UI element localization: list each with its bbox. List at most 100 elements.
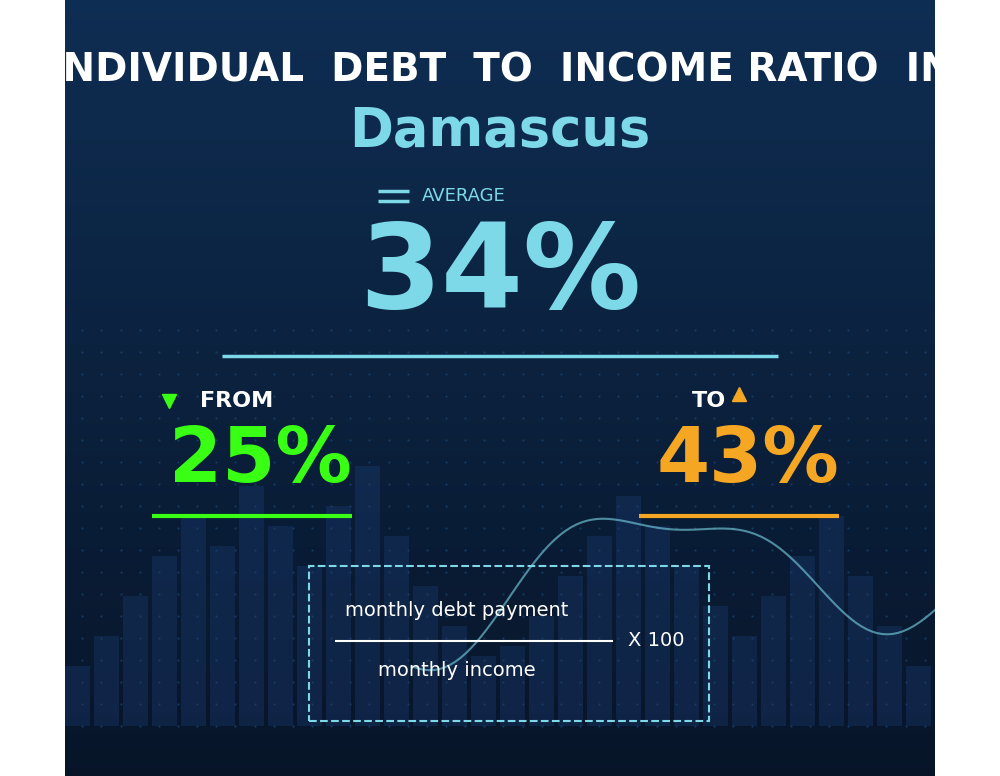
Bar: [65, 19, 935, 23]
Bar: [413, 586, 438, 726]
Bar: [65, 570, 935, 574]
Bar: [65, 648, 935, 652]
Bar: [877, 626, 902, 726]
Bar: [65, 43, 935, 47]
Bar: [587, 536, 612, 726]
Bar: [65, 85, 935, 89]
Bar: [65, 745, 935, 749]
Bar: [65, 512, 935, 516]
Bar: [65, 307, 935, 310]
Bar: [65, 299, 935, 303]
Bar: [297, 566, 322, 726]
Bar: [65, 93, 935, 97]
Bar: [65, 640, 935, 644]
Bar: [65, 345, 935, 349]
Bar: [65, 144, 935, 147]
Bar: [65, 733, 935, 737]
Bar: [65, 442, 935, 446]
Bar: [65, 667, 935, 671]
Bar: [65, 8, 935, 12]
Bar: [65, 217, 935, 221]
Bar: [65, 198, 935, 202]
Text: TO: TO: [691, 391, 726, 411]
Bar: [848, 576, 873, 726]
Bar: [65, 652, 935, 656]
Bar: [65, 163, 935, 167]
Bar: [65, 462, 935, 466]
Bar: [558, 576, 583, 726]
Bar: [65, 687, 935, 691]
Bar: [65, 159, 935, 163]
Bar: [65, 683, 935, 687]
Bar: [65, 182, 935, 186]
Bar: [65, 279, 935, 283]
Bar: [65, 113, 935, 116]
Bar: [529, 616, 554, 726]
Bar: [65, 349, 935, 353]
Bar: [65, 555, 935, 559]
Bar: [65, 660, 935, 663]
Bar: [65, 252, 935, 256]
Bar: [65, 353, 935, 357]
Bar: [65, 66, 935, 70]
Bar: [65, 706, 935, 710]
Bar: [819, 516, 844, 726]
Bar: [65, 629, 935, 632]
Bar: [65, 27, 935, 31]
Bar: [761, 596, 786, 726]
Bar: [65, 221, 935, 225]
Text: monthly income: monthly income: [378, 661, 535, 681]
Bar: [65, 275, 935, 279]
Bar: [65, 450, 935, 454]
Bar: [65, 508, 935, 512]
Bar: [65, 427, 935, 431]
Bar: [65, 737, 935, 741]
Bar: [65, 574, 935, 578]
Bar: [65, 132, 935, 136]
Text: AVERAGE: AVERAGE: [422, 187, 505, 205]
Bar: [65, 695, 935, 698]
Bar: [65, 729, 935, 733]
Bar: [442, 626, 467, 726]
Bar: [65, 260, 935, 264]
Bar: [152, 556, 177, 726]
Bar: [65, 101, 935, 105]
Bar: [65, 473, 935, 477]
Bar: [65, 384, 935, 388]
Bar: [65, 714, 935, 718]
Bar: [65, 264, 935, 268]
Bar: [65, 722, 935, 726]
Bar: [65, 283, 935, 287]
Bar: [65, 213, 935, 217]
Bar: [65, 504, 935, 508]
Bar: [123, 596, 148, 726]
Bar: [645, 526, 670, 726]
Bar: [65, 190, 935, 194]
Bar: [65, 532, 935, 535]
Bar: [65, 528, 935, 532]
Bar: [65, 454, 935, 458]
Bar: [703, 606, 728, 726]
Bar: [65, 140, 935, 144]
Bar: [65, 175, 935, 178]
Bar: [65, 372, 935, 376]
Bar: [65, 679, 935, 683]
Bar: [65, 194, 935, 198]
Bar: [65, 291, 935, 295]
Bar: [65, 229, 935, 233]
Bar: [65, 31, 935, 35]
Bar: [65, 326, 935, 330]
Bar: [65, 489, 935, 493]
Bar: [65, 178, 935, 182]
Bar: [65, 330, 935, 334]
Bar: [65, 89, 935, 93]
Bar: [616, 496, 641, 726]
Bar: [65, 563, 935, 566]
Bar: [65, 477, 935, 481]
Text: X 100: X 100: [628, 632, 685, 650]
Bar: [65, 310, 935, 314]
Bar: [65, 295, 935, 299]
Bar: [65, 35, 935, 39]
Bar: [65, 147, 935, 151]
Bar: [65, 435, 935, 438]
